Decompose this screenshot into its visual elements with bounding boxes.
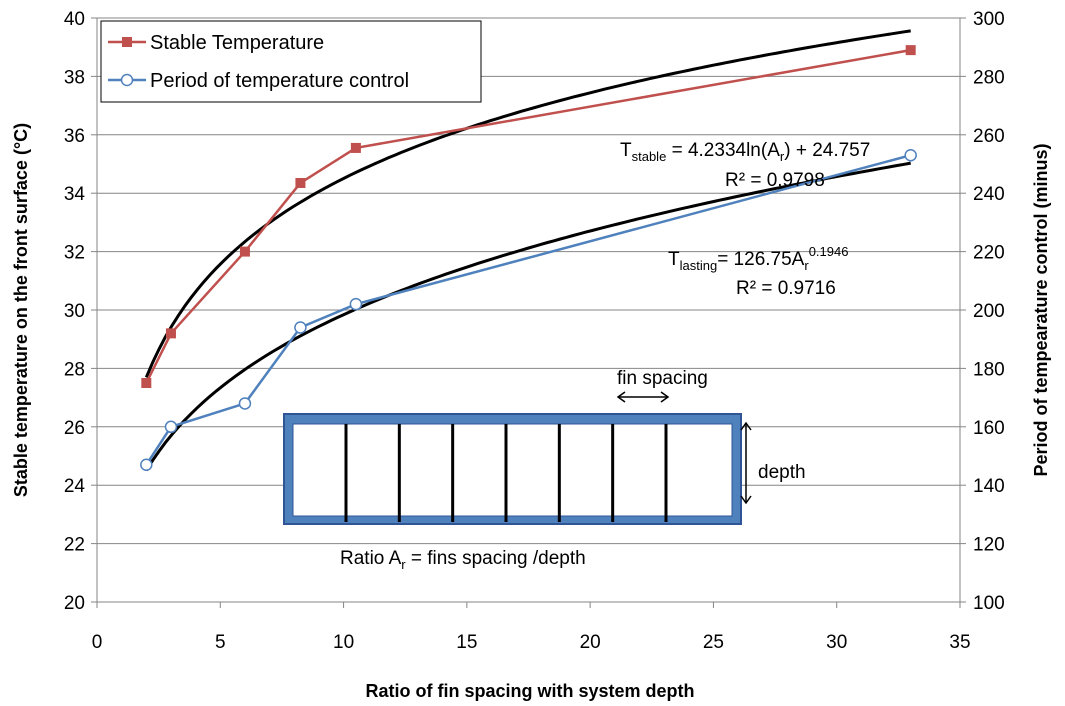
ratio-label-post: = fins spacing /depth: [406, 548, 586, 569]
trendlines: [144, 29, 911, 472]
depth-arrowhead-bottom: [740, 495, 752, 505]
fin-spacing-arrowhead-left: [616, 391, 626, 403]
x-tick-label: 5: [215, 632, 226, 653]
stable-point: [239, 246, 250, 257]
y-left-tick-label: 36: [64, 126, 85, 147]
legend-marker-stable: [122, 37, 132, 47]
y-right-tick-label: 300: [973, 9, 1005, 30]
y-right-tick-label: 160: [973, 418, 1005, 439]
y-right-tick-label: 120: [973, 535, 1005, 556]
y-right-tick-label: 280: [973, 67, 1005, 88]
y-left-tick-label: 40: [64, 9, 85, 30]
stable-series-line: [145, 48, 911, 384]
legend-label-period: Period of temperature control: [150, 70, 409, 92]
y-right-tick-label: 100: [973, 593, 1005, 614]
x-axis-title: Ratio of fin spacing with system depth: [365, 681, 694, 701]
period-point: [904, 148, 917, 162]
y-left-tick-label: 20: [64, 593, 85, 614]
y-left-tick-label: 24: [64, 476, 86, 497]
stable-eq-sub: stable: [632, 149, 667, 164]
x-tick-label: 25: [703, 632, 724, 653]
stable-point: [295, 177, 306, 188]
legend-marker-period: [120, 73, 134, 87]
y-left-tick-label: 32: [64, 243, 85, 264]
ratio-label-sub: r: [401, 557, 406, 572]
y-left-tick-label: 30: [64, 301, 85, 322]
x-tick-label: 35: [949, 632, 970, 653]
period-series-line: [145, 153, 912, 466]
ratio-label-pre: Ratio A: [340, 548, 402, 569]
stable-eq-rest: = 4.2334ln(A: [666, 140, 780, 161]
period-eq-sup: 0.1946: [809, 244, 849, 259]
period-trend-r2: R² = 0.9716: [736, 278, 836, 299]
stable-eq-main: T: [620, 140, 632, 161]
axes: [91, 17, 966, 608]
x-tick-label: 0: [92, 632, 103, 653]
fin-spacing-label: fin spacing: [617, 368, 708, 389]
stable-trendline: [144, 29, 911, 378]
stable-eq-end: ) + 24.757: [784, 140, 870, 161]
y-left-tick-label: 34: [64, 184, 86, 205]
period-point: [294, 321, 307, 334]
y-right-tick-label: 140: [973, 476, 1005, 497]
y-left-tick-label: 22: [64, 535, 85, 556]
depth-label: depth: [758, 462, 806, 483]
stable-point: [141, 378, 152, 388]
stable-eq-sub2: r: [780, 149, 785, 164]
x-tick-labels: 0 5 10 15 20 25 30 35: [92, 632, 971, 653]
period-trend-equation: Tlasting= 126.75Ar0.1946: [668, 244, 848, 273]
y-left-axis-title: Stable temperature on the front surface …: [11, 123, 31, 497]
y-right-tick-label: 180: [973, 359, 1005, 380]
stable-trend-r2: R² = 0.9798: [725, 170, 825, 191]
period-point: [238, 397, 252, 410]
stable-point: [905, 45, 916, 56]
depth-arrowhead-top: [740, 421, 752, 431]
y-right-tick-label: 240: [973, 184, 1005, 205]
stable-trend-equation: Tstable = 4.2334ln(Ar) + 24.757: [620, 140, 870, 164]
stable-point: [165, 328, 176, 339]
y-left-tick-label: 26: [64, 418, 85, 439]
period-eq-sub: lasting: [680, 258, 718, 273]
y-right-tick-label: 260: [973, 126, 1005, 147]
period-point: [349, 297, 363, 311]
y-left-tick-label: 38: [64, 67, 85, 88]
y-right-tick-label: 200: [973, 301, 1005, 322]
x-tick-label: 15: [456, 632, 477, 653]
period-eq-sub2: r: [804, 258, 809, 273]
inset-interior: [292, 423, 733, 517]
legend-box: [100, 20, 482, 103]
period-point: [140, 458, 153, 472]
y-right-tick-labels: 100 120 140 160 180 200 220 240 260 280 300: [973, 9, 1005, 614]
fin-spacing-arrowhead-right: [660, 391, 670, 403]
x-tick-label: 30: [826, 632, 847, 653]
period-trendline: [145, 161, 911, 472]
x-tick-label: 10: [333, 632, 354, 653]
y-left-tick-label: 28: [64, 359, 85, 380]
period-eq-main: T: [668, 249, 680, 270]
ratio-label: Ratio Ar = fins spacing /depth: [340, 548, 586, 572]
x-tick-label: 20: [580, 632, 601, 653]
y-left-tick-labels: 20 22 24 26 28 30 32 34 36 38 40: [64, 9, 86, 614]
data-series: [140, 45, 917, 472]
y-right-axis-title: Period of tempearature control (minus): [1031, 143, 1051, 476]
period-eq-rest: = 126.75A: [717, 249, 804, 270]
stable-point: [350, 142, 361, 153]
legend: Stable Temperature Period of temperature…: [100, 20, 482, 103]
legend-label-stable: Stable Temperature: [150, 32, 324, 54]
fins: [344, 424, 668, 522]
y-right-tick-label: 220: [973, 243, 1005, 264]
fin-spacing-schematic: fin spacing depth Ratio Ar = fins spacin…: [283, 368, 806, 572]
period-point: [164, 420, 178, 434]
